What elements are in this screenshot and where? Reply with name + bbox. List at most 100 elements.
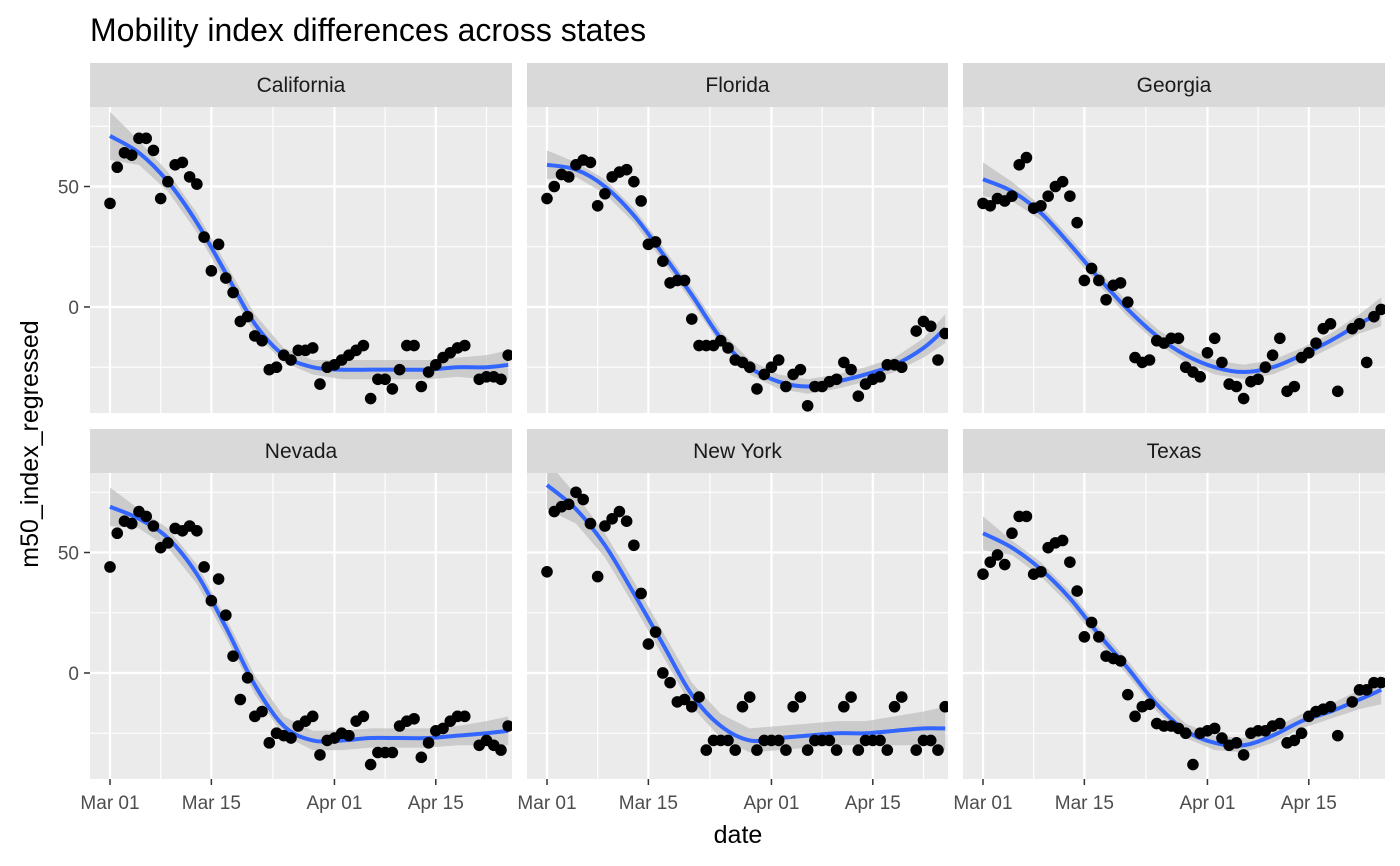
- data-point: [852, 390, 865, 402]
- data-point: [649, 626, 662, 638]
- x-axis-title: date: [714, 821, 763, 849]
- data-point: [620, 163, 633, 176]
- data-point: [722, 734, 734, 747]
- data-point: [845, 363, 857, 376]
- data-point: [693, 691, 705, 703]
- data-point: [613, 505, 626, 518]
- data-point: [1259, 361, 1272, 374]
- data-point: [379, 373, 391, 386]
- data-point: [838, 700, 850, 713]
- facet-strip: [90, 429, 512, 473]
- facet-strip: [90, 63, 512, 107]
- data-point: [1056, 534, 1069, 547]
- facet-panels: California 0 50 Florida Georgia Nevada 0 50 Mar …: [58, 63, 1385, 814]
- data-point: [1324, 700, 1337, 713]
- data-point: [751, 744, 763, 756]
- data-point: [1230, 737, 1243, 749]
- data-point: [140, 132, 152, 145]
- data-point: [932, 744, 944, 756]
- data-point: [191, 525, 203, 537]
- data-point: [562, 498, 575, 511]
- data-point: [1194, 371, 1206, 383]
- facet-florida: Florida: [527, 63, 948, 413]
- data-point: [1230, 380, 1243, 393]
- data-point: [888, 700, 901, 713]
- data-point: [984, 556, 997, 568]
- data-point: [562, 171, 575, 183]
- data-point: [502, 720, 512, 732]
- data-point: [415, 380, 428, 393]
- data-point: [220, 609, 232, 621]
- data-point: [599, 187, 611, 200]
- data-point: [357, 339, 370, 352]
- x-tick-label: Apr 15: [408, 793, 464, 814]
- data-point: [642, 638, 655, 650]
- data-point: [1324, 318, 1337, 330]
- data-point: [364, 758, 377, 771]
- data-point: [1020, 151, 1033, 164]
- data-point: [1288, 380, 1301, 393]
- data-point: [306, 710, 319, 723]
- data-point: [1035, 565, 1047, 578]
- data-point: [234, 693, 247, 706]
- data-point: [1085, 262, 1098, 275]
- data-point: [628, 539, 640, 552]
- data-point: [801, 744, 814, 756]
- data-point: [212, 238, 225, 251]
- data-point: [584, 517, 597, 530]
- data-point: [437, 722, 449, 735]
- facet-strip-label: New York: [693, 440, 782, 463]
- data-point: [1122, 296, 1134, 308]
- data-point: [722, 342, 734, 354]
- data-point: [977, 568, 989, 580]
- facet-strip-label: Texas: [1147, 440, 1202, 463]
- x-tick-label: Apr 15: [845, 793, 901, 814]
- data-point: [408, 339, 420, 352]
- data-point: [205, 594, 218, 607]
- data-point: [998, 558, 1011, 571]
- data-point: [1310, 337, 1322, 349]
- data-point: [1252, 373, 1264, 386]
- data-point: [1237, 749, 1250, 761]
- data-point: [306, 342, 319, 354]
- data-point: [408, 712, 420, 725]
- data-point: [664, 676, 676, 689]
- data-point: [1006, 527, 1018, 540]
- data-point: [657, 255, 669, 268]
- data-point: [830, 744, 843, 756]
- data-point: [1114, 277, 1127, 289]
- data-point: [1093, 631, 1105, 643]
- data-point: [1114, 655, 1127, 667]
- confidence-ribbon: [547, 473, 946, 753]
- data-point: [1288, 734, 1301, 747]
- x-tick-label: Mar 01: [953, 793, 1012, 814]
- x-tick-label: Apr 01: [743, 793, 799, 814]
- data-point: [458, 710, 471, 723]
- plot-area: [977, 151, 1385, 405]
- data-point: [430, 359, 442, 371]
- data-point: [686, 313, 698, 325]
- data-point: [794, 363, 807, 376]
- data-point: [1346, 696, 1359, 708]
- data-point: [1020, 510, 1033, 523]
- data-point: [205, 265, 218, 277]
- data-point: [924, 734, 937, 747]
- x-tick-label: Apr 01: [306, 793, 362, 814]
- smooth-trend-line: [108, 134, 509, 372]
- data-point: [743, 361, 756, 374]
- smooth-trend-line: [545, 483, 946, 744]
- data-point: [984, 199, 997, 212]
- data-point: [1295, 727, 1308, 740]
- data-point: [570, 486, 582, 499]
- plot-area: [541, 473, 948, 756]
- data-point: [939, 700, 948, 713]
- data-point: [1071, 585, 1083, 597]
- data-point: [1216, 356, 1228, 369]
- data-point: [924, 320, 937, 333]
- y-axis-title: m50_index_regressed: [16, 320, 44, 567]
- data-point: [1006, 190, 1018, 202]
- data-point: [111, 527, 124, 540]
- data-point: [1237, 392, 1250, 405]
- data-point: [191, 178, 203, 190]
